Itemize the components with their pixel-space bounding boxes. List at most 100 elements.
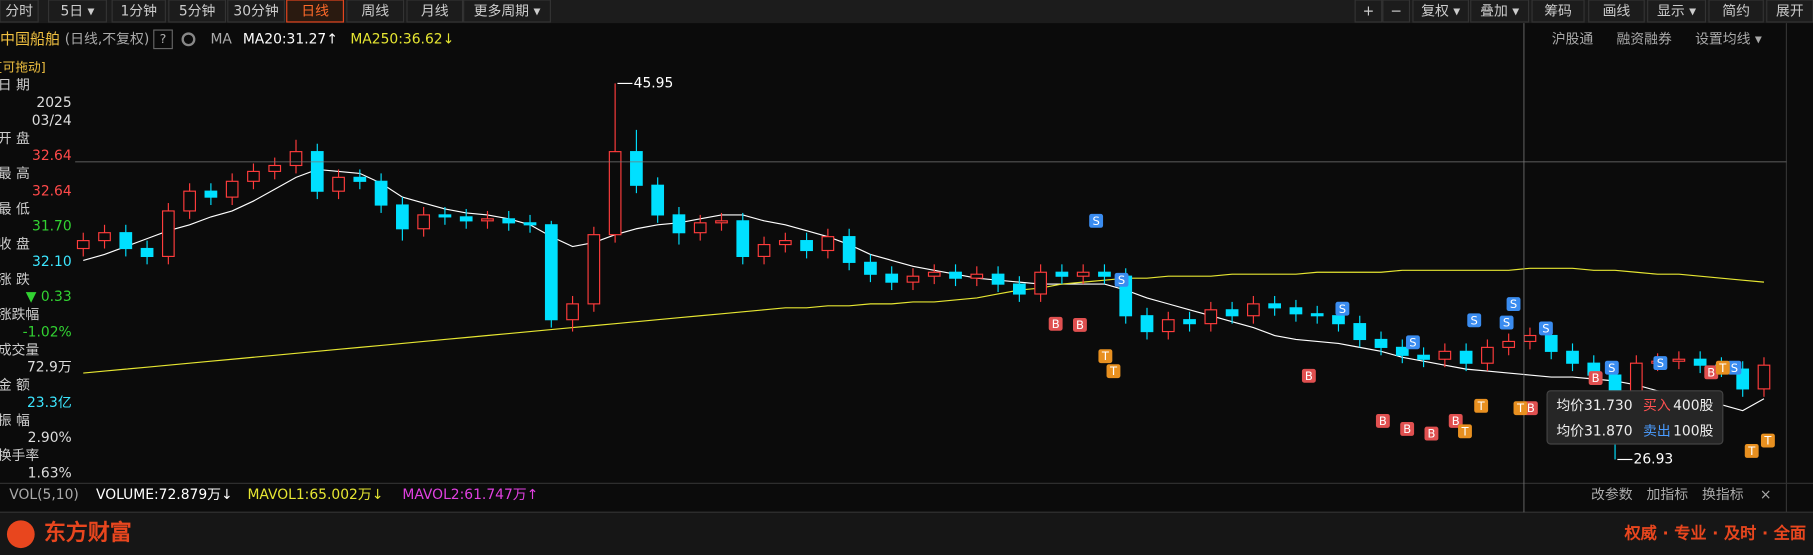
tab-label[interactable]: 更多周期 ▾	[474, 3, 541, 20]
trade-marker-label: S	[1471, 313, 1478, 327]
trade-marker	[1474, 398, 1489, 413]
tab-button[interactable]	[463, 0, 551, 23]
candle-body	[1757, 364, 1771, 390]
drag-label[interactable]: [可拖动]	[0, 60, 46, 75]
tab-button[interactable]	[0, 0, 39, 23]
tool-label[interactable]: +	[1363, 4, 1375, 20]
candle-body	[1353, 323, 1367, 341]
candle-body	[736, 220, 750, 258]
candle-body	[1672, 358, 1686, 362]
candle-body	[481, 218, 494, 222]
candle-body	[502, 218, 516, 224]
trade-marker	[1653, 356, 1668, 370]
tab-button[interactable]	[111, 0, 166, 23]
trade-marker-label: B	[1403, 422, 1411, 436]
candle-body	[459, 216, 473, 222]
candle-body	[1417, 354, 1430, 360]
tool-button[interactable]	[1766, 0, 1813, 23]
tool-label[interactable]: 显示 ▾	[1657, 4, 1696, 20]
info-label: 收 盘	[0, 236, 30, 253]
tab-label[interactable]: 5分钟	[179, 3, 216, 20]
tooltip	[1546, 390, 1724, 445]
tab-button[interactable]	[168, 0, 227, 23]
candle-body	[544, 224, 558, 321]
candle-body	[289, 151, 303, 167]
settings-icon[interactable]	[181, 32, 196, 47]
tool-button[interactable]	[1412, 0, 1470, 23]
tool-button[interactable]	[1354, 0, 1383, 23]
tool-button[interactable]	[1470, 0, 1530, 23]
trade-marker	[1106, 364, 1121, 379]
candle-body	[98, 232, 111, 242]
candle-body	[970, 273, 984, 279]
tab-label[interactable]: 周线	[361, 4, 389, 20]
candle-body	[1034, 271, 1047, 295]
header-link[interactable]: 沪股通	[1552, 31, 1594, 47]
indicator-action[interactable]: 改参数	[1591, 486, 1633, 503]
candle-body	[1481, 346, 1494, 364]
tab-button[interactable]	[286, 0, 344, 23]
vol-name: VOL(5,10)	[9, 487, 79, 503]
info-label: 换手率	[0, 447, 39, 464]
footer	[0, 512, 1813, 555]
tool-button[interactable]	[1382, 0, 1411, 23]
tool-button[interactable]	[1531, 0, 1585, 23]
info-label: 开 盘	[0, 130, 30, 147]
tab-label[interactable]: 5日 ▾	[60, 4, 94, 20]
tab-button[interactable]	[406, 0, 464, 23]
tool-label[interactable]: 筹码	[1544, 3, 1572, 20]
tab-button[interactable]	[346, 0, 405, 23]
indicator-action[interactable]: 换指标	[1702, 486, 1744, 503]
trade-marker	[1499, 315, 1514, 330]
candle-body	[778, 240, 792, 246]
help-box[interactable]	[153, 29, 173, 50]
tool-label[interactable]: 叠加 ▾	[1480, 4, 1519, 20]
tab-button[interactable]	[227, 0, 286, 23]
candle-body	[1012, 283, 1026, 295]
tooltip-qty: 400股	[1673, 398, 1713, 414]
candle-body	[1374, 338, 1388, 348]
candle-body	[310, 151, 324, 192]
candle-body	[1523, 334, 1537, 343]
tool-label[interactable]: 简约	[1722, 3, 1750, 20]
info-value: 32.64	[32, 183, 72, 199]
trade-marker-label: S	[1542, 321, 1549, 335]
candle-body	[906, 275, 920, 283]
tab-button[interactable]	[47, 0, 107, 23]
candle-body	[693, 222, 707, 234]
trade-marker	[1704, 365, 1719, 380]
candle-body	[161, 210, 175, 258]
trade-marker-label: S	[1657, 356, 1664, 370]
trade-marker-label: S	[1339, 302, 1346, 316]
header-link[interactable]: 设置均线 ▾	[1695, 31, 1762, 47]
trade-marker	[1467, 313, 1482, 328]
candle-body	[183, 190, 196, 212]
tool-label[interactable]: −	[1390, 4, 1402, 20]
tool-label[interactable]: 展开	[1776, 4, 1804, 20]
tool-button[interactable]	[1588, 0, 1645, 23]
trade-marker	[1448, 413, 1463, 428]
info-label: 成交量	[0, 341, 39, 358]
header-link[interactable]: 融资融券	[1616, 31, 1672, 47]
indicator-action[interactable]: ×	[1760, 487, 1772, 503]
tab-label[interactable]: 1分钟	[120, 3, 157, 20]
indicator-action[interactable]: 加指标	[1647, 487, 1689, 503]
trade-marker	[1098, 349, 1113, 364]
info-label: 日 期	[0, 78, 30, 94]
tool-button[interactable]	[1708, 0, 1764, 23]
candle-body	[332, 176, 345, 192]
tab-label[interactable]: 分时	[5, 4, 33, 20]
tool-button[interactable]	[1647, 0, 1707, 23]
help[interactable]: ?	[160, 31, 167, 46]
tool-label[interactable]: 画线	[1603, 4, 1631, 20]
info-value: 03/24	[32, 113, 72, 129]
trade-marker	[1588, 371, 1603, 386]
tooltip-price: 均价31.870	[1556, 423, 1632, 439]
candle-body	[396, 204, 409, 230]
ma-line	[83, 267, 1765, 374]
tab-label[interactable]: 30分钟	[233, 3, 278, 20]
tool-label[interactable]: 复权 ▾	[1421, 3, 1460, 20]
tab-label[interactable]: 日线	[301, 4, 329, 20]
candle-body	[927, 271, 941, 277]
tab-label[interactable]: 月线	[421, 4, 449, 20]
